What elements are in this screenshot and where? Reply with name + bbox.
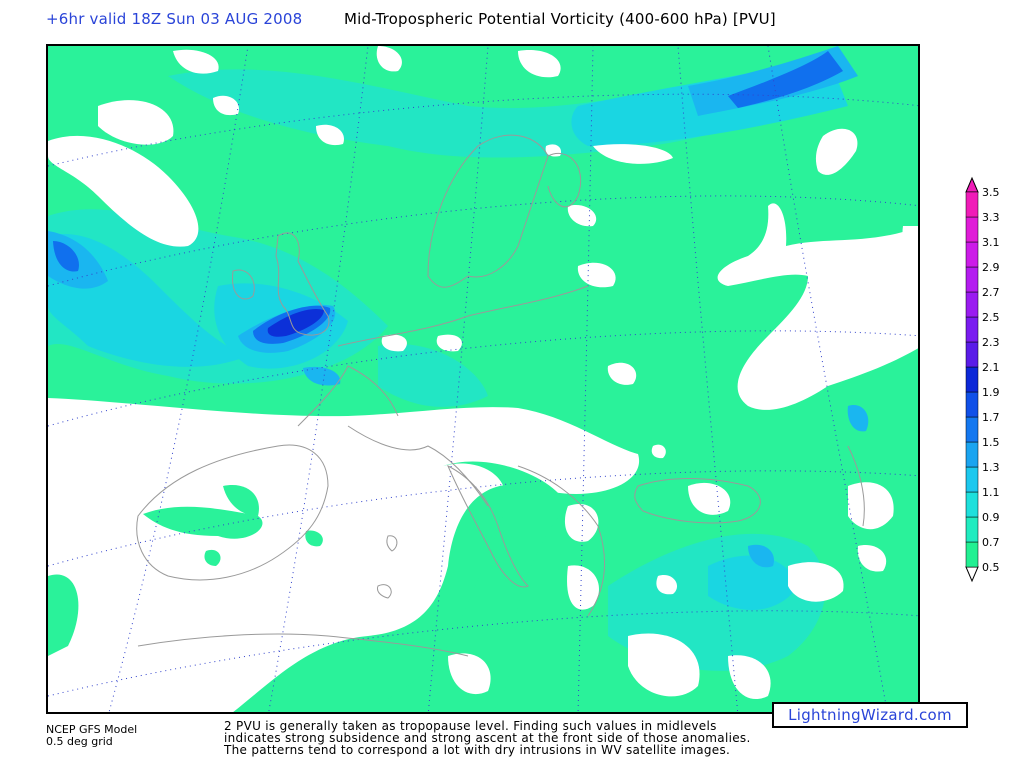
colorbar-swatch: [965, 466, 979, 493]
colorbar-tick-label: 1.3: [982, 461, 1000, 474]
map-title: Mid-Tropospheric Potential Vorticity (40…: [344, 10, 776, 28]
pv-fill-mid-4: [378, 344, 488, 407]
grid-resolution: 0.5 deg grid: [46, 735, 113, 748]
colorbar-swatch: [965, 441, 979, 468]
low-pv-blob: [213, 95, 239, 116]
low-pv-blob: [448, 653, 491, 695]
low-pv-blob: [381, 334, 407, 352]
colorbar-swatch: [965, 391, 979, 418]
colorbar-tick-label: 2.3: [982, 336, 1000, 349]
colorbar-swatch: [965, 541, 979, 568]
low-pv-blob: [857, 545, 887, 572]
low-pv-blob: [607, 362, 637, 385]
colorbar-swatch: [965, 366, 979, 393]
pv-core-navy: [267, 308, 324, 337]
pv-patch-iberia-3: [305, 530, 323, 547]
note-line: 2 PVU is generally taken as tropopause l…: [224, 719, 717, 733]
low-pv-region-southwest: [48, 398, 640, 712]
low-pv-blob: [902, 226, 918, 264]
pv-patch-iberia-2: [223, 485, 259, 516]
pv-patch-iberia-1: [143, 506, 263, 539]
low-pv-blob: [848, 482, 894, 530]
pv-patch-north-africa: [48, 574, 79, 656]
pv-core-northeast: [728, 51, 843, 108]
colorbar-swatch: [965, 341, 979, 368]
colorbar-tick-label: 3.5: [982, 186, 1000, 199]
low-pv-blob: [815, 128, 858, 175]
low-pv-blob: [688, 482, 731, 515]
model-name: NCEP GFS Model: [46, 723, 138, 736]
low-pv-blob: [564, 504, 599, 542]
pv-anomaly-channel: [303, 366, 341, 386]
colorbar-tick-label: 2.1: [982, 361, 1000, 374]
coastlines: [136, 134, 865, 657]
low-pv-blob: [628, 633, 700, 697]
colorbar-swatch: [965, 516, 979, 543]
pv-core-north-atlantic: [53, 241, 79, 272]
low-pv-blob: [518, 50, 561, 78]
low-pv-tongue-east: [717, 203, 918, 410]
colorbar-swatch: [965, 491, 979, 518]
low-pv-blob: [376, 46, 402, 72]
colorbar-min-arrow: [965, 566, 979, 583]
low-pv-blob: [48, 135, 199, 247]
pv-colorbar: 0.5 0.7 0.9 1.1 1.3 1.5 1.7 1.9 2.1 2.3 2.5 2.7 2.9 3…: [965, 176, 1000, 583]
low-pv-blob: [436, 334, 462, 352]
low-pv-blob: [788, 562, 844, 602]
colorbar-tick-label: 1.7: [982, 411, 1000, 424]
colorbar-tick-label: 1.9: [982, 386, 1000, 399]
pv-patch-iberia-4: [204, 549, 221, 566]
colorbar-tick-label: 3.3: [982, 211, 1000, 224]
colorbar-tick-label: 0.5: [982, 561, 1000, 574]
pv-fill-light-blue-4: [708, 555, 798, 610]
pv-anomaly-east-2: [748, 544, 774, 568]
colorbar-tick-label: 0.9: [982, 511, 1000, 524]
low-pv-blob: [316, 124, 344, 146]
low-pv-blob: [593, 144, 673, 164]
note-line: The patterns tend to correspond a lot wi…: [224, 743, 731, 757]
colorbar-swatch: [965, 316, 979, 343]
colorbar-tick-label: 1.1: [982, 486, 1000, 499]
note-line: indicates strong subsidence and strong a…: [224, 731, 751, 745]
colorbar-max-arrow: [965, 176, 979, 193]
colorbar-tick-label: 2.5: [982, 311, 1000, 324]
colorbar-swatch: [965, 241, 979, 268]
model-info: NCEP GFS Model 0.5 deg grid: [46, 724, 137, 748]
valid-time-label: +6hr valid 18Z Sun 03 AUG 2008: [46, 10, 303, 28]
credit-link[interactable]: LightningWizard.com: [772, 702, 968, 728]
low-pv-blob: [173, 49, 219, 74]
low-pv-blob: [98, 100, 174, 145]
low-pv-blob: [728, 655, 771, 700]
colorbar-tick-label: 3.1: [982, 236, 1000, 249]
colorbar-swatch: [965, 191, 979, 218]
pv-patch-mediterranean: [362, 461, 568, 712]
low-pv-blob: [656, 575, 678, 595]
pv-anomaly-east-1: [847, 405, 869, 432]
explanation-note: 2 PVU is generally taken as tropopause l…: [224, 720, 751, 756]
low-pv-blob: [567, 565, 599, 610]
low-pv-blob: [651, 444, 666, 459]
colorbar-tick-label: 2.9: [982, 261, 1000, 274]
colorbar-tick-label: 0.7: [982, 536, 1000, 549]
colorbar-swatch: [965, 416, 979, 443]
low-pv-blob: [577, 262, 616, 288]
pv-map-canvas: [48, 46, 918, 712]
pv-map: [46, 44, 920, 714]
colorbar-tick-label: 1.5: [982, 436, 1000, 449]
colorbar-swatch: [965, 266, 979, 293]
colorbar-swatch: [965, 291, 979, 318]
colorbar-tick-label: 2.7: [982, 286, 1000, 299]
colorbar-swatch: [965, 216, 979, 243]
